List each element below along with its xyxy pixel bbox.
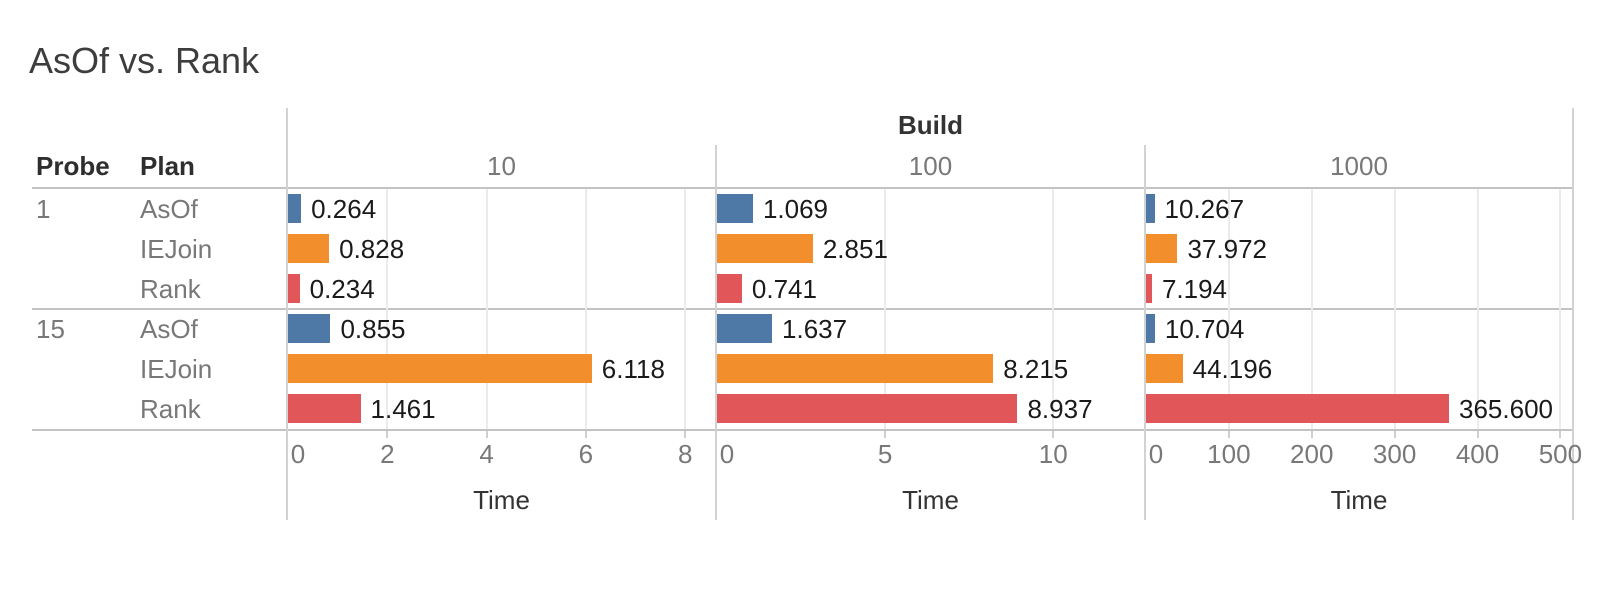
bar-probe15-AsOf-build10[interactable] <box>288 314 331 343</box>
bar-probe15-AsOf-build1000[interactable] <box>1146 314 1155 343</box>
axis-tick-label: 400 <box>1455 439 1500 469</box>
chart-title: AsOf vs. Rank <box>29 40 260 81</box>
bar-value-label: 7.194 <box>1161 274 1228 304</box>
bar-probe15-Rank-build1000[interactable] <box>1146 394 1449 423</box>
bar-probe1-IEJoin-build100[interactable] <box>717 234 813 263</box>
column-header-build-100[interactable]: 100 <box>908 151 953 181</box>
axis-title: Time <box>1330 485 1388 515</box>
probe-field-label: Probe <box>36 151 110 181</box>
bar-value-label: 8.937 <box>1027 394 1093 424</box>
axis-tick-label: 4 <box>479 439 494 469</box>
bar-value-label: 44.196 <box>1192 354 1273 384</box>
bar-value-label: 6.118 <box>601 354 665 384</box>
axis-tick-label: 0 <box>719 439 735 469</box>
bar-value-label: 1.461 <box>370 394 436 424</box>
bar-probe1-Rank-build10[interactable] <box>288 274 300 303</box>
gridline <box>684 189 687 429</box>
bar-value-label: 1.637 <box>782 314 848 344</box>
axis-tick-mark <box>386 431 389 438</box>
plan-header-AsOf[interactable]: AsOf <box>140 194 198 224</box>
gridline <box>1310 189 1313 429</box>
axis-tick-label: 10 <box>1038 439 1068 469</box>
axis-tick-mark <box>884 431 887 438</box>
bar-value-label: 8.215 <box>1003 354 1069 384</box>
axis-tick-label: 300 <box>1372 439 1417 469</box>
panel-border-left <box>286 108 288 520</box>
bar-probe1-AsOf-build100[interactable] <box>717 194 753 223</box>
axis-tick-label: 200 <box>1290 439 1334 469</box>
axis-tick-label: 500 <box>1538 439 1583 469</box>
gridline <box>1393 189 1396 429</box>
gridline <box>386 189 389 429</box>
bar-value-label: 2.851 <box>822 234 888 264</box>
bar-value-label: 0.855 <box>340 314 406 344</box>
bar-value-label: 0.828 <box>339 234 405 264</box>
bar-probe1-Rank-build100[interactable] <box>717 274 742 303</box>
axis-tick-mark <box>1227 431 1230 438</box>
bar-value-label: 10.704 <box>1164 314 1245 344</box>
axis-tick-label: 0 <box>290 439 306 469</box>
plan-header-Rank[interactable]: Rank <box>140 274 201 304</box>
axis-tick-mark <box>684 431 687 438</box>
bar-probe1-AsOf-build10[interactable] <box>288 194 302 223</box>
gridline <box>584 189 587 429</box>
gridline <box>1227 189 1230 429</box>
axis-tick-label: 5 <box>877 439 893 469</box>
bar-value-label: 37.972 <box>1187 234 1267 264</box>
gridline <box>1559 189 1562 429</box>
gridline <box>884 189 887 429</box>
axis-tick-label: 2 <box>380 439 395 469</box>
axis-tick-label: 6 <box>578 439 594 469</box>
bar-probe1-IEJoin-build1000[interactable] <box>1146 234 1178 263</box>
axis-baseline <box>32 429 1574 431</box>
axis-title: Time <box>902 485 959 515</box>
panel-border-right <box>1572 108 1574 520</box>
column-header-build-1000[interactable]: 1000 <box>1330 151 1388 181</box>
bar-value-label: 0.234 <box>309 274 375 304</box>
bar-probe1-Rank-build1000[interactable] <box>1146 274 1152 303</box>
panel-divider-1 <box>715 145 717 520</box>
bar-probe15-Rank-build10[interactable] <box>288 394 361 423</box>
bar-probe1-AsOf-build1000[interactable] <box>1146 194 1155 223</box>
plan-header-IEJoin[interactable]: IEJoin <box>140 234 213 264</box>
panel-divider-2 <box>1144 145 1146 520</box>
axis-tick-mark <box>584 431 587 438</box>
bar-probe1-IEJoin-build10[interactable] <box>288 234 330 263</box>
gridline <box>485 189 488 429</box>
axis-tick-label: 100 <box>1207 439 1251 469</box>
bar-value-label: 365.600 <box>1459 394 1553 424</box>
column-header-build-10[interactable]: 10 <box>487 151 516 181</box>
bar-value-label: 10.267 <box>1164 194 1245 224</box>
group-separator-line <box>32 308 1574 310</box>
bar-probe15-AsOf-build100[interactable] <box>717 314 773 343</box>
plan-header-IEJoin[interactable]: IEJoin <box>140 354 213 384</box>
axis-tick-label: 8 <box>677 439 693 469</box>
bar-probe15-IEJoin-build10[interactable] <box>288 354 592 383</box>
plan-header-Rank[interactable]: Rank <box>140 394 201 424</box>
gridline <box>1476 189 1479 429</box>
axis-tick-mark <box>485 431 488 438</box>
gridline <box>1052 189 1055 429</box>
axis-tick-mark <box>1052 431 1055 438</box>
axis-tick-mark <box>1559 431 1562 438</box>
bar-value-label: 0.741 <box>751 274 817 304</box>
axis-title: Time <box>473 485 530 515</box>
plan-field-label: Plan <box>140 151 195 181</box>
axis-tick-mark <box>1310 431 1313 438</box>
plan-header-AsOf[interactable]: AsOf <box>140 314 198 344</box>
bar-value-label: 0.264 <box>311 194 377 224</box>
probe-header-1[interactable]: 1 <box>36 194 51 224</box>
bar-probe15-IEJoin-build1000[interactable] <box>1146 354 1183 383</box>
column-dimension-label: Build <box>898 110 963 140</box>
axis-tick-mark <box>1393 431 1396 438</box>
bar-probe15-Rank-build100[interactable] <box>717 394 1018 423</box>
header-separator-line <box>32 187 1574 189</box>
bar-value-label: 1.069 <box>762 194 829 224</box>
bar-probe15-IEJoin-build100[interactable] <box>717 354 994 383</box>
probe-header-15[interactable]: 15 <box>36 314 65 344</box>
axis-tick-mark <box>1476 431 1479 438</box>
axis-tick-label: 0 <box>1148 439 1164 469</box>
